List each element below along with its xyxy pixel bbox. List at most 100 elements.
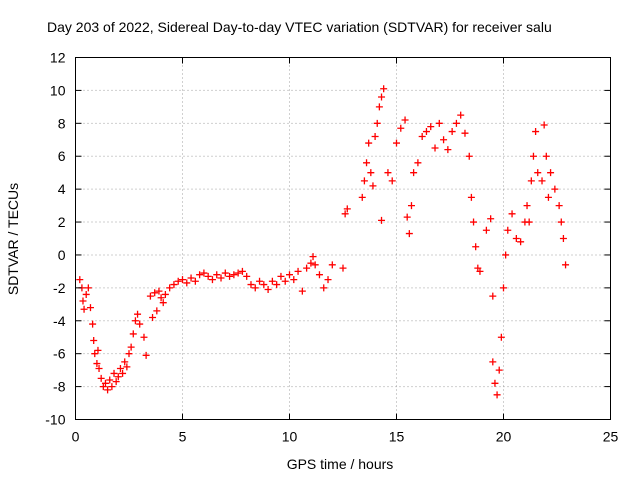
data-point-marker xyxy=(129,330,137,338)
y-tick-label: -2 xyxy=(53,280,66,296)
data-point-marker xyxy=(149,313,157,321)
data-point-marker xyxy=(497,333,505,341)
data-point-marker xyxy=(418,132,426,140)
data-point-marker xyxy=(91,350,99,358)
plot-frame xyxy=(75,57,611,420)
data-point-marker xyxy=(401,116,409,124)
data-point-marker xyxy=(256,277,264,285)
data-point-marker xyxy=(191,277,199,285)
data-point-marker xyxy=(410,169,418,177)
data-point-marker xyxy=(142,351,150,359)
data-point-marker xyxy=(500,284,507,292)
data-point-marker xyxy=(136,320,144,328)
data-point-marker xyxy=(251,284,259,292)
data-point-marker xyxy=(489,292,497,300)
data-point-marker xyxy=(489,358,497,366)
data-point-marker xyxy=(339,264,347,272)
data-point-marker xyxy=(264,286,272,294)
data-point-marker xyxy=(384,169,392,177)
y-tick-label: 6 xyxy=(58,148,66,164)
data-point-marker xyxy=(371,132,379,140)
data-point-marker xyxy=(476,267,484,275)
data-point-marker xyxy=(538,177,546,185)
data-point-marker xyxy=(114,373,122,381)
data-point-marker xyxy=(196,271,204,279)
data-point-marker xyxy=(472,243,480,251)
data-point-marker xyxy=(487,215,495,223)
data-point-marker xyxy=(146,292,154,300)
data-point-marker xyxy=(517,238,525,246)
x-tick-label: 15 xyxy=(389,429,405,445)
data-point-marker xyxy=(157,294,165,302)
data-point-marker xyxy=(286,271,293,279)
data-point-marker xyxy=(562,261,570,269)
data-point-marker xyxy=(247,281,255,289)
data-point-marker xyxy=(373,119,381,127)
data-point-marker xyxy=(79,297,87,305)
data-point-marker xyxy=(378,216,386,224)
y-tick-label: 0 xyxy=(58,247,66,263)
data-point-marker xyxy=(273,281,281,289)
data-point-marker xyxy=(508,210,516,218)
x-tick-label: 10 xyxy=(282,429,298,445)
data-point-marker xyxy=(309,253,317,261)
data-point-marker xyxy=(512,235,520,242)
data-point-marker xyxy=(134,310,142,318)
data-point-marker xyxy=(108,383,116,391)
data-point-marker xyxy=(547,169,555,177)
data-point-marker xyxy=(217,274,225,282)
data-point-marker xyxy=(86,304,94,312)
data-point-marker xyxy=(106,376,114,384)
data-point-marker xyxy=(544,193,552,201)
data-point-marker xyxy=(260,281,268,289)
data-point-marker xyxy=(457,111,465,119)
data-point-marker xyxy=(119,369,127,377)
data-point-marker xyxy=(101,379,109,387)
data-point-marker xyxy=(174,277,182,285)
data-point-marker xyxy=(294,267,302,275)
data-point-marker xyxy=(153,307,161,315)
data-point-marker xyxy=(97,374,105,382)
data-point-marker xyxy=(534,169,542,177)
data-point-marker xyxy=(555,202,563,210)
data-point-marker xyxy=(93,360,101,368)
data-point-marker xyxy=(380,85,388,93)
data-point-marker xyxy=(375,103,383,111)
data-point-marker xyxy=(557,218,565,226)
data-point-marker xyxy=(110,369,118,377)
data-point-marker xyxy=(525,218,533,226)
y-tick-label: 4 xyxy=(58,181,66,197)
data-point-marker xyxy=(80,305,88,313)
data-point-marker xyxy=(403,213,411,221)
x-axis-title: GPS time / hours xyxy=(287,456,394,472)
data-point-marker xyxy=(367,169,375,177)
data-point-marker xyxy=(470,218,478,226)
x-tick-label: 25 xyxy=(603,429,619,445)
data-point-marker xyxy=(226,272,234,280)
y-tick-label: 8 xyxy=(58,115,66,131)
data-point-marker xyxy=(268,277,276,285)
data-point-marker xyxy=(277,272,285,280)
data-point-marker xyxy=(213,271,221,279)
data-point-marker xyxy=(281,277,289,285)
data-point-marker xyxy=(397,124,405,132)
data-point-marker xyxy=(444,146,452,154)
data-point-marker xyxy=(303,264,311,272)
axes-layer: 0 5 10 15 20 25 -10 -8 -6 -4 -2 0 2 4 6 8 10 12 xyxy=(45,50,618,445)
data-point-marker xyxy=(542,152,550,160)
data-point-marker xyxy=(155,287,163,295)
data-point-marker xyxy=(307,259,315,267)
data-point-marker xyxy=(388,177,396,185)
data-point-marker xyxy=(238,267,246,275)
data-point-marker xyxy=(427,123,435,131)
data-point-marker xyxy=(221,269,229,277)
chart-title: Day 203 of 2022, Sidereal Day-to-day VTE… xyxy=(47,19,552,35)
data-point-marker xyxy=(491,379,499,387)
data-point-marker xyxy=(123,363,131,371)
data-point-marker xyxy=(328,261,336,269)
data-point-marker xyxy=(183,279,191,287)
data-point-marker xyxy=(431,144,439,152)
data-point-marker xyxy=(208,276,216,284)
data-point-marker xyxy=(315,271,323,279)
